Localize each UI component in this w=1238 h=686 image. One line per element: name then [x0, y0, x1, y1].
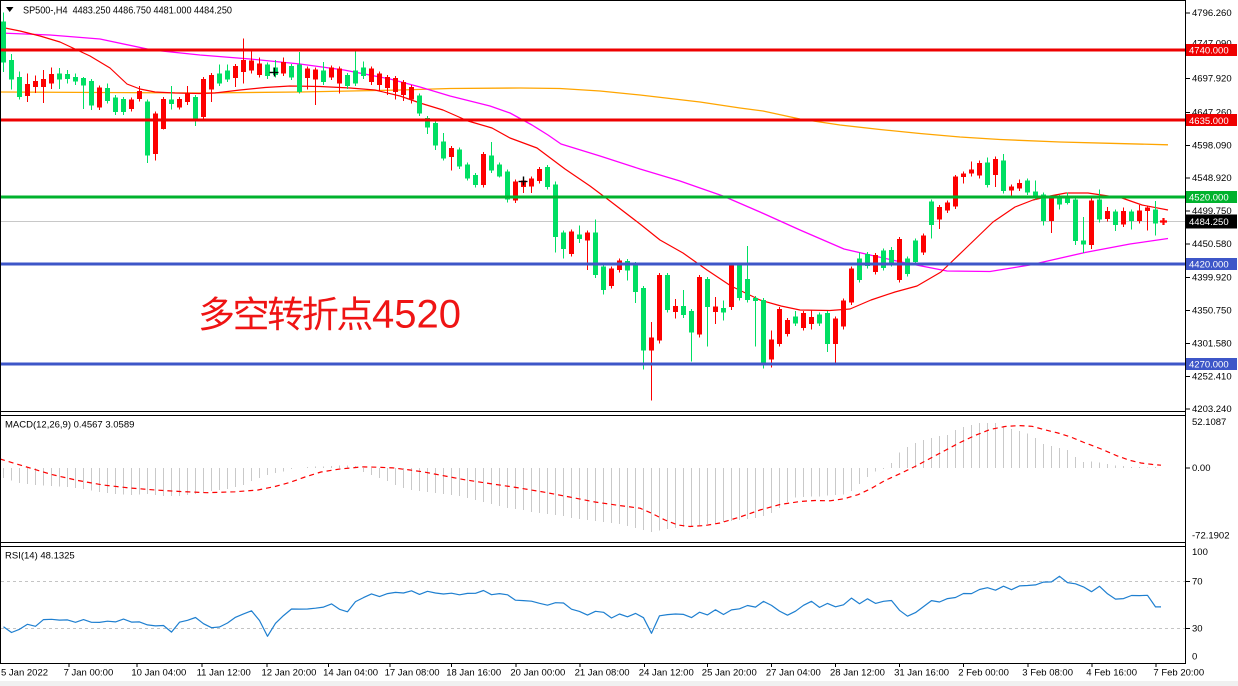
svg-text:RSI(14) 48.1325: RSI(14) 48.1325 — [5, 551, 75, 562]
svg-text:25 Jan 20:00: 25 Jan 20:00 — [702, 668, 757, 679]
svg-text:0: 0 — [1192, 652, 1197, 663]
svg-text:28 Jan 12:00: 28 Jan 12:00 — [830, 668, 885, 679]
svg-text:31 Jan 16:00: 31 Jan 16:00 — [894, 668, 949, 679]
svg-text:11 Jan 12:00: 11 Jan 12:00 — [197, 668, 251, 679]
svg-text:7 Jan 00:00: 7 Jan 00:00 — [64, 668, 114, 679]
svg-text:0.00: 0.00 — [1192, 463, 1211, 474]
svg-text:4520: 4520 — [372, 293, 461, 337]
svg-text:4747.090: 4747.090 — [1192, 39, 1232, 50]
svg-text:70: 70 — [1192, 577, 1203, 588]
svg-text:4635.000: 4635.000 — [1189, 116, 1229, 127]
svg-text:4598.090: 4598.090 — [1192, 140, 1232, 151]
svg-text:2 Feb 00:00: 2 Feb 00:00 — [958, 668, 1009, 679]
svg-text:4 Feb 16:00: 4 Feb 16:00 — [1086, 668, 1137, 679]
svg-text:4740.000: 4740.000 — [1189, 46, 1229, 57]
svg-text:27 Jan 04:00: 27 Jan 04:00 — [766, 668, 821, 679]
svg-text:3 Feb 08:00: 3 Feb 08:00 — [1022, 668, 1073, 679]
svg-text:4252.410: 4252.410 — [1192, 371, 1232, 382]
svg-text:SP500-,H4 4483.250 4486.750 4: SP500-,H4 4483.250 4486.750 4481.000 448… — [23, 5, 232, 17]
svg-text:4796.260: 4796.260 — [1192, 8, 1232, 19]
svg-text:4484.250: 4484.250 — [1189, 217, 1229, 228]
svg-text:4203.240: 4203.240 — [1192, 404, 1232, 415]
svg-text:17 Jan 08:00: 17 Jan 08:00 — [385, 668, 440, 679]
svg-text:4499.750: 4499.750 — [1192, 206, 1232, 217]
svg-text:14 Jan 04:00: 14 Jan 04:00 — [323, 668, 378, 679]
svg-text:4520.000: 4520.000 — [1189, 193, 1229, 204]
svg-text:4301.580: 4301.580 — [1192, 338, 1232, 349]
svg-text:MACD(12,26,9) 0.4567 3.0589: MACD(12,26,9) 0.4567 3.0589 — [5, 420, 134, 431]
svg-text:5 Jan 2022: 5 Jan 2022 — [1, 668, 48, 679]
svg-text:52.1087: 52.1087 — [1192, 417, 1226, 428]
svg-text:4420.000: 4420.000 — [1189, 260, 1229, 271]
svg-text:4399.920: 4399.920 — [1192, 273, 1232, 284]
svg-text:20 Jan 00:00: 20 Jan 00:00 — [510, 668, 565, 679]
svg-text:30: 30 — [1192, 624, 1203, 635]
svg-text:12 Jan 20:00: 12 Jan 20:00 — [262, 668, 317, 679]
svg-text:4697.920: 4697.920 — [1192, 74, 1232, 85]
svg-text:10 Jan 04:00: 10 Jan 04:00 — [131, 668, 186, 679]
svg-text:4647.260: 4647.260 — [1192, 107, 1232, 118]
svg-text:7 Feb 20:00: 7 Feb 20:00 — [1153, 668, 1204, 679]
svg-text:24 Jan 12:00: 24 Jan 12:00 — [639, 668, 694, 679]
svg-text:100: 100 — [1192, 547, 1208, 558]
svg-text:4350.750: 4350.750 — [1192, 306, 1232, 317]
svg-text:21 Jan 08:00: 21 Jan 08:00 — [575, 668, 630, 679]
svg-text:-72.1902: -72.1902 — [1192, 531, 1230, 542]
svg-text:18 Jan 16:00: 18 Jan 16:00 — [446, 668, 501, 679]
svg-text:4548.920: 4548.920 — [1192, 173, 1232, 184]
svg-text:4450.580: 4450.580 — [1192, 239, 1232, 250]
svg-text:4270.000: 4270.000 — [1189, 360, 1229, 371]
